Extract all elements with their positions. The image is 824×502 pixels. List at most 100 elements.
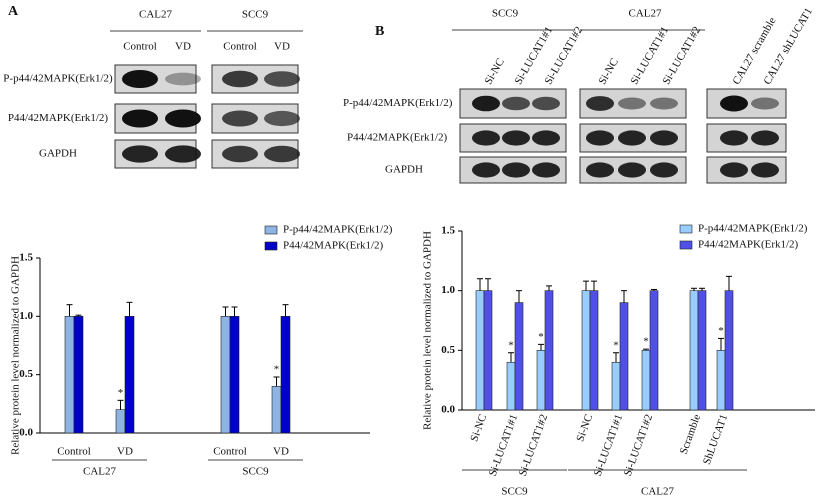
y-tick-label: 0.5 xyxy=(441,344,455,356)
band xyxy=(165,145,201,163)
band xyxy=(532,96,560,111)
x-tick-label: Scramble xyxy=(678,413,704,456)
x-tick-label: Si-LUCAT1#2 xyxy=(622,413,655,478)
band xyxy=(122,145,158,163)
y-tick-label: 1.5 xyxy=(19,252,33,264)
error-bar xyxy=(66,304,73,317)
bar xyxy=(689,290,699,411)
blot-group-label: SCC9 xyxy=(242,9,269,21)
bar xyxy=(724,290,734,411)
error-bar xyxy=(485,278,491,291)
lane-label: Control xyxy=(123,41,157,53)
significance: * xyxy=(118,387,124,399)
band xyxy=(472,130,500,146)
y-tick-label: 0.0 xyxy=(19,427,33,439)
legend-swatch xyxy=(679,224,693,234)
bar xyxy=(115,409,126,434)
bar xyxy=(589,290,599,411)
band xyxy=(222,110,258,127)
blot-group-label: CAL27 xyxy=(629,8,663,20)
row-label: P-p44/42MAPK(Erk1/2) xyxy=(3,73,113,85)
error-bar xyxy=(273,376,280,387)
bar xyxy=(536,350,546,411)
error-bar xyxy=(691,287,697,291)
x-tick-label: Si-NC xyxy=(468,413,489,444)
x-tick-label: Si-LUCAT1#2 xyxy=(517,413,550,478)
band xyxy=(618,97,646,110)
lane-label: VD xyxy=(274,41,290,53)
band xyxy=(502,130,530,146)
bar xyxy=(649,290,659,411)
legend-label: P44/42MAPK(Erk1/2) xyxy=(698,239,799,251)
error-bar xyxy=(699,287,705,291)
group-label: CAL27 xyxy=(83,466,117,478)
band xyxy=(472,95,500,112)
error-bar xyxy=(651,288,657,291)
x-tick-label: Control xyxy=(213,446,247,458)
bar xyxy=(581,290,591,411)
error-bar xyxy=(613,352,619,363)
band xyxy=(165,109,201,128)
band xyxy=(502,96,530,111)
legend-label: P44/42MAPK(Erk1/2) xyxy=(283,240,384,252)
error-bar xyxy=(126,301,133,317)
bar xyxy=(73,316,84,434)
band xyxy=(618,162,646,178)
error-bar xyxy=(231,306,238,317)
significance: * xyxy=(613,339,619,351)
band xyxy=(222,145,258,163)
y-tick-label: 0.0 xyxy=(441,404,455,416)
y-axis-label: Relative protein level normalized to GAP… xyxy=(422,231,434,430)
band xyxy=(720,130,748,146)
group-label: SCC9 xyxy=(501,486,528,498)
bar xyxy=(697,290,707,411)
y-tick-label: 1.5 xyxy=(441,225,455,237)
band xyxy=(122,70,158,88)
x-tick-label: Si-LUCAT1#1 xyxy=(592,413,625,478)
legend-label: P-p44/42MAPK(Erk1/2) xyxy=(283,224,393,236)
error-bar xyxy=(621,290,627,303)
y-axis-label: Relative protein level normalized to GAP… xyxy=(10,256,22,455)
significance: * xyxy=(718,325,724,337)
significance: * xyxy=(508,339,514,351)
error-bar xyxy=(477,278,483,291)
legend-swatch xyxy=(264,225,278,235)
band xyxy=(618,130,646,146)
error-bar xyxy=(75,314,82,317)
bar xyxy=(611,361,621,411)
error-bar xyxy=(726,275,732,291)
row-label: P44/42MAPK(Erk1/2) xyxy=(347,132,448,144)
row-label: P-p44/42MAPK(Erk1/2) xyxy=(343,97,453,109)
group-label: CAL27 xyxy=(641,486,675,498)
row-label: GAPDH xyxy=(385,164,423,176)
error-bar xyxy=(718,337,724,351)
band xyxy=(586,130,614,146)
group-label: SCC9 xyxy=(242,466,269,478)
bar xyxy=(716,350,726,411)
bar xyxy=(124,316,135,434)
bar xyxy=(229,316,240,434)
band xyxy=(751,162,779,178)
bar xyxy=(220,316,231,434)
error-bar xyxy=(546,285,552,291)
significance: * xyxy=(274,364,280,376)
lane-label: VD xyxy=(175,41,191,53)
blot-group-label: SCC9 xyxy=(492,8,519,20)
bar xyxy=(475,290,485,411)
panel-label: A xyxy=(8,4,19,19)
band xyxy=(122,109,158,128)
band xyxy=(751,97,779,110)
band xyxy=(165,72,201,86)
error-bar xyxy=(282,304,289,317)
error-bar xyxy=(538,343,544,351)
bar xyxy=(544,290,554,411)
band xyxy=(650,130,678,146)
band xyxy=(264,71,300,87)
band xyxy=(720,162,748,178)
band xyxy=(222,70,258,88)
blot-group-label: CAL27 xyxy=(139,9,173,21)
band xyxy=(264,110,300,127)
y-tick-label: 1.0 xyxy=(441,284,455,296)
x-tick-label: Control xyxy=(57,446,91,458)
